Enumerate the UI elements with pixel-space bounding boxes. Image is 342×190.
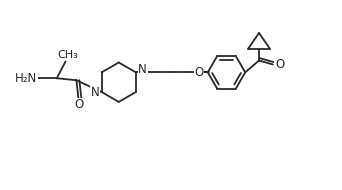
Text: O: O [194,66,203,79]
Text: H₂N: H₂N [15,72,37,85]
Text: O: O [75,98,84,111]
Text: N: N [139,63,147,76]
Text: N: N [90,86,99,99]
Text: CH₃: CH₃ [57,50,78,60]
Text: O: O [275,58,284,71]
